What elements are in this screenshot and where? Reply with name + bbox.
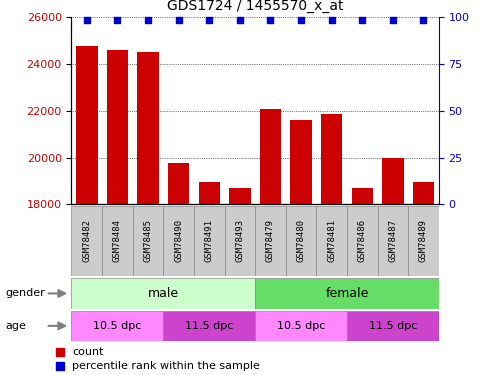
Text: GSM78486: GSM78486 <box>358 219 367 262</box>
Point <box>144 16 152 22</box>
Bar <box>347 310 439 341</box>
Bar <box>137 52 159 204</box>
Bar <box>76 46 98 204</box>
Bar <box>317 206 347 276</box>
Point <box>267 16 275 22</box>
Text: GSM78489: GSM78489 <box>419 219 428 262</box>
Text: GSM78479: GSM78479 <box>266 219 275 262</box>
Title: GDS1724 / 1455570_x_at: GDS1724 / 1455570_x_at <box>167 0 344 13</box>
Text: GSM78487: GSM78487 <box>388 219 397 262</box>
Bar <box>199 182 220 204</box>
Bar <box>260 110 281 204</box>
Text: 11.5 dpc: 11.5 dpc <box>185 321 233 331</box>
Bar <box>290 120 312 204</box>
Bar <box>321 114 342 204</box>
Point <box>113 16 121 22</box>
Point <box>358 16 366 22</box>
Bar <box>255 278 439 309</box>
Text: count: count <box>72 347 104 357</box>
Text: GSM78480: GSM78480 <box>296 219 306 262</box>
Bar <box>133 206 163 276</box>
Text: GSM78482: GSM78482 <box>82 219 91 262</box>
Bar <box>347 206 378 276</box>
Bar <box>163 206 194 276</box>
Text: GSM78481: GSM78481 <box>327 219 336 262</box>
Bar <box>71 310 163 341</box>
Bar <box>106 50 128 204</box>
Bar <box>163 310 255 341</box>
Text: percentile rank within the sample: percentile rank within the sample <box>72 361 260 371</box>
Point <box>83 16 91 22</box>
Text: GSM78484: GSM78484 <box>113 219 122 262</box>
Bar <box>229 188 250 204</box>
Bar <box>378 206 408 276</box>
Text: female: female <box>325 287 369 300</box>
Bar <box>286 206 317 276</box>
Bar <box>224 206 255 276</box>
Text: age: age <box>5 321 26 331</box>
Bar <box>102 206 133 276</box>
Point <box>420 16 427 22</box>
Text: GSM78491: GSM78491 <box>205 219 214 262</box>
Text: gender: gender <box>5 288 45 298</box>
Bar <box>413 182 434 204</box>
Bar <box>255 310 347 341</box>
Point <box>297 16 305 22</box>
Text: 10.5 dpc: 10.5 dpc <box>93 321 141 331</box>
Bar <box>382 158 404 204</box>
Bar <box>194 206 224 276</box>
Point <box>389 16 397 22</box>
Text: male: male <box>148 287 179 300</box>
Point <box>350 275 358 281</box>
Text: GSM78493: GSM78493 <box>235 219 245 262</box>
Bar <box>71 206 102 276</box>
Text: 10.5 dpc: 10.5 dpc <box>277 321 325 331</box>
Point <box>236 16 244 22</box>
Point <box>175 16 182 22</box>
Bar <box>408 206 439 276</box>
Bar <box>71 278 255 309</box>
Bar <box>352 188 373 204</box>
Point <box>328 16 336 22</box>
Text: 11.5 dpc: 11.5 dpc <box>369 321 417 331</box>
Text: GSM78485: GSM78485 <box>143 219 152 262</box>
Text: GSM78490: GSM78490 <box>174 219 183 262</box>
Bar <box>255 206 286 276</box>
Bar <box>168 164 189 204</box>
Point <box>205 16 213 22</box>
Point <box>350 147 358 153</box>
